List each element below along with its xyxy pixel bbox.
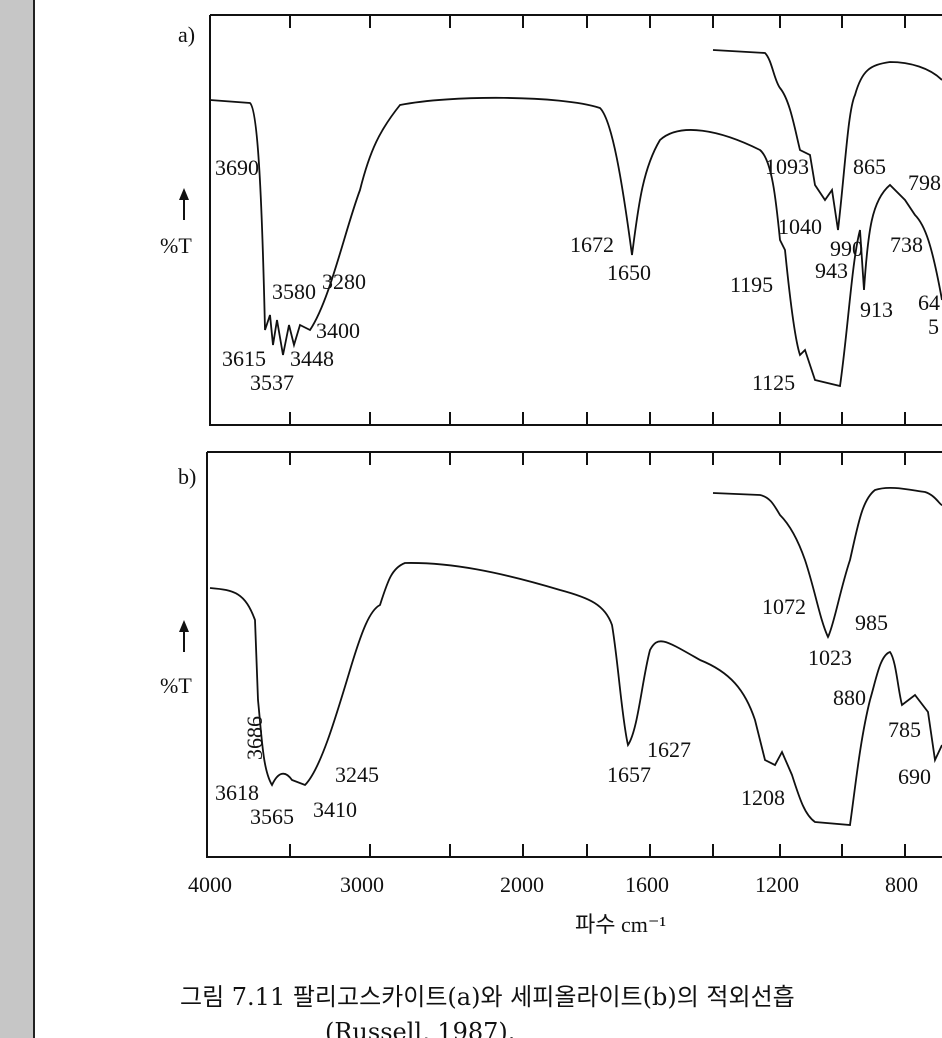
frame-b [206, 451, 942, 858]
x-tick-label: 3000 [340, 872, 384, 897]
peak-label: 3565 [250, 804, 294, 829]
spectrum-a-inset [712, 49, 942, 231]
peak-label: 1195 [730, 272, 773, 297]
peak-label: 690 [898, 764, 931, 789]
peak-label: 990 [830, 236, 863, 261]
peak-label: 985 [855, 610, 888, 635]
x-tick-labels: 4000 3000 2000 1600 1200 800 [188, 872, 918, 897]
y-label: %T [160, 673, 192, 698]
x-tick-label: 4000 [188, 872, 232, 897]
x-tick-label: 2000 [500, 872, 544, 897]
peak-label: 3448 [290, 346, 334, 371]
peak-label: 880 [833, 685, 866, 710]
frame-a [209, 14, 942, 426]
peak-label: 1072 [762, 594, 806, 619]
peak-label: 3400 [316, 318, 360, 343]
peak-label: 1023 [808, 645, 852, 670]
peak-label: 3618 [215, 780, 259, 805]
arrow-head [179, 188, 189, 200]
peak-label: 1040 [778, 214, 822, 239]
peak-label: 865 [853, 154, 886, 179]
peak-label: 3615 [222, 346, 266, 371]
panel-label: a) [178, 22, 195, 47]
peak-label: 943 [815, 258, 848, 283]
peak-label: 1093 [765, 154, 809, 179]
x-tick-label: 1200 [755, 872, 799, 897]
spectrum-b [209, 562, 942, 826]
peak-label: 5 [928, 314, 939, 339]
panel-label: b) [178, 464, 196, 489]
ylabel-b: %T [160, 620, 192, 698]
spectrum-a [209, 96, 942, 388]
peak-label: 3245 [335, 762, 379, 787]
spectrum-b-inset [712, 487, 942, 640]
x-axis-label: 파수 cm⁻¹ [575, 912, 666, 937]
peak-label: 798 [908, 170, 941, 195]
peak-label: 1657 [607, 762, 651, 787]
caption: 그림 7.11 팔리고스카이트(a)와 세피올라이트(b)의 적외선흡 [180, 983, 795, 1011]
peak-label: 3537 [250, 370, 294, 395]
peak-label: 3690 [215, 155, 259, 180]
x-tick-label: 1600 [625, 872, 669, 897]
peak-label: 1650 [607, 260, 651, 285]
ylabel-a: %T [160, 188, 192, 258]
peak-label: 64 [918, 290, 940, 315]
peak-label: 3410 [313, 797, 357, 822]
arrow-head [179, 620, 189, 632]
peak-label: 1208 [741, 785, 785, 810]
caption-source: (Russell, 1987). [325, 1018, 515, 1038]
peak-label: 3580 [272, 279, 316, 304]
peak-label: 1627 [647, 737, 691, 762]
peak-label: 1125 [752, 370, 795, 395]
x-tick-label: 800 [885, 872, 918, 897]
frames [206, 14, 942, 858]
peak-label: 738 [890, 232, 923, 257]
ticks [289, 15, 906, 857]
peak-label: 3280 [322, 269, 366, 294]
gray-strip [0, 0, 33, 1038]
peak-label: 913 [860, 297, 893, 322]
peak-label: 1672 [570, 232, 614, 257]
peak-label: 785 [888, 717, 921, 742]
peak-label: 3686 [242, 716, 267, 760]
y-label: %T [160, 233, 192, 258]
